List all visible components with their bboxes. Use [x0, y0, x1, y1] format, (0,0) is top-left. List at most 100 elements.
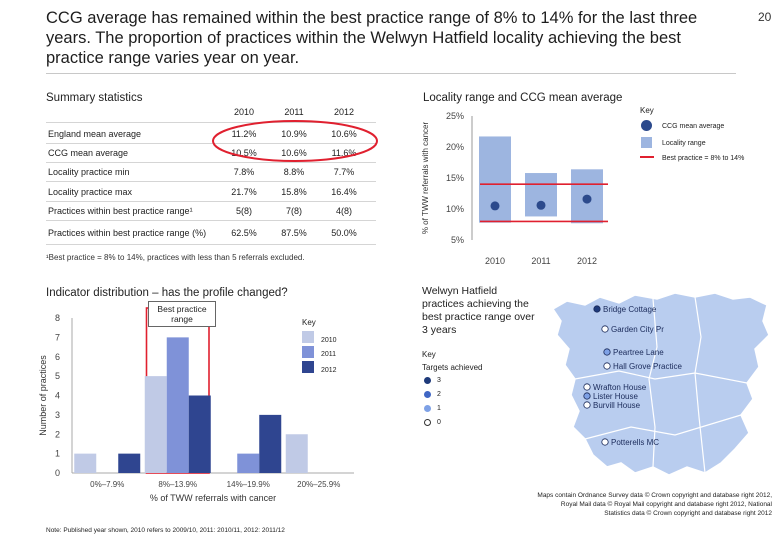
map-land	[551, 292, 770, 476]
map-key-title: Key	[422, 350, 436, 359]
table-cell: 62.5%	[231, 228, 257, 238]
dist-y-tick: 2	[55, 429, 60, 439]
row-label: CCG mean average	[48, 148, 129, 158]
range-chart: 25% 20% 15% 10% 5% % of TWW referrals with ca…	[421, 111, 608, 266]
practice-marker	[583, 392, 591, 400]
range-x-tick: 2012	[577, 256, 597, 266]
dist-y-tick: 7	[55, 332, 60, 342]
row-divider	[46, 181, 376, 182]
targets-title: Targets achieved	[422, 363, 483, 372]
row-divider	[46, 162, 376, 163]
divider	[46, 73, 736, 74]
practice-marker	[583, 383, 591, 391]
target-level: 0	[437, 419, 441, 426]
table-cell: 7(8)	[285, 206, 302, 216]
table-cell: 16.4%	[331, 187, 357, 197]
map-boundary	[694, 296, 706, 474]
table-cell: 5(8)	[235, 206, 252, 216]
legend-swatch-2012	[302, 361, 314, 373]
row-label: England mean average	[48, 129, 142, 139]
ccg-mean-point	[582, 194, 592, 204]
range-x-tick: 2011	[531, 256, 550, 266]
practice-marker	[601, 438, 609, 446]
dist-bar-2012	[188, 395, 211, 473]
table-cell: 10.6%	[281, 148, 307, 158]
table-cell: 10.9%	[281, 129, 307, 139]
range-y-tick: 15%	[446, 173, 464, 183]
table-cell: 7.7%	[333, 167, 355, 177]
legend-label-2010: 2010	[321, 337, 337, 344]
copyright-notice: Maps contain Ordnance Survey data © Crow…	[537, 492, 772, 517]
page-headline: CCG average has remained within the best…	[46, 9, 698, 67]
locality-map: Bridge Cottage Garden City Pr Peartree Lan…	[551, 292, 770, 476]
target-0-icon	[424, 419, 431, 426]
ccg-mean-legend-icon	[641, 120, 652, 131]
dist-y-tick: 8	[55, 313, 60, 323]
table-cell: 50.0%	[331, 228, 357, 238]
best-practice-legend-line	[640, 156, 654, 158]
legend-label: Locality range	[662, 140, 706, 147]
map-boundary	[648, 298, 658, 468]
dist-bar-2012	[118, 453, 141, 473]
practice-marker	[593, 305, 601, 313]
legend-label-2012: 2012	[321, 367, 337, 374]
best-practice-range-callout: Best practice range	[148, 301, 216, 327]
distribution-chart: 8 7 6 5 4 3 2 1 0 Number of practices 0%–7.9% 8%–13…	[38, 307, 354, 503]
target-3-icon	[424, 377, 431, 384]
dist-bar-2012	[259, 414, 282, 473]
row-divider	[46, 201, 376, 202]
row-divider	[46, 122, 376, 123]
table-cell: 11.6%	[331, 148, 357, 158]
dist-bar-2010	[74, 453, 97, 473]
table-cell: 8.8%	[283, 167, 305, 177]
dist-legend-title: Key	[302, 318, 316, 327]
table-cell: 15.8%	[281, 187, 307, 197]
practice-label: Potterells MC	[611, 438, 659, 447]
practice-label: Hall Grove Practice	[613, 362, 682, 371]
range-y-tick: 10%	[446, 204, 464, 214]
dist-x-tick: 14%–19.9%	[227, 480, 270, 489]
dist-y-tick: 1	[55, 449, 60, 459]
target-level: 1	[437, 405, 441, 412]
range-y-tick: 20%	[446, 142, 464, 152]
map-boundary	[574, 370, 748, 384]
row-divider	[46, 143, 376, 144]
year-note: Note: Published year shown, 2010 refers …	[46, 527, 285, 534]
ccg-mean-point	[536, 200, 546, 210]
row-label: Locality practice max	[48, 187, 133, 197]
practice-label: Bridge Cottage	[603, 305, 657, 314]
legend-swatch-2011	[302, 346, 314, 358]
table-cell: 10.6%	[331, 129, 357, 139]
legend-label: CCG mean average	[662, 123, 725, 130]
target-1-icon	[424, 405, 431, 412]
year-header-2011: 2011	[284, 107, 304, 117]
legend-swatch-2010	[302, 331, 314, 343]
row-label: Practices within best practice range (%)	[48, 228, 207, 238]
table-cell: 10.5%	[231, 148, 257, 158]
range-y-tick: 5%	[451, 235, 464, 245]
highlight-ellipse	[212, 120, 378, 162]
table-cell: 11.2%	[231, 129, 257, 139]
dist-y-tick: 3	[55, 410, 60, 420]
table-cell: 21.7%	[231, 187, 257, 197]
practice-label: Peartree Lane	[613, 348, 664, 357]
practice-label: Burvill House	[593, 401, 641, 410]
target-level: 3	[437, 377, 441, 384]
dist-bar-2011	[166, 337, 189, 473]
table-cell: 4(8)	[335, 206, 352, 216]
dist-x-tick: 8%–13.9%	[158, 480, 197, 489]
dist-x-tick: 20%–25.9%	[297, 480, 340, 489]
row-divider	[46, 244, 376, 245]
map-title: Welwyn Hatfield practices achieving the …	[422, 285, 535, 336]
range-chart-title: Locality range and CCG mean average	[423, 92, 623, 104]
dist-y-axis-label: Number of practices	[38, 355, 48, 436]
target-2-icon	[424, 391, 431, 398]
year-header-2010: 2010	[233, 107, 255, 117]
practice-marker	[601, 325, 609, 333]
locality-range-legend-icon	[641, 137, 652, 148]
practice-label: Wrafton House	[593, 383, 647, 392]
dist-bar-2010	[285, 434, 308, 473]
dist-x-tick: 0%–7.9%	[90, 480, 124, 489]
range-y-tick: 25%	[446, 111, 464, 121]
range-legend-title: Key	[640, 106, 654, 115]
